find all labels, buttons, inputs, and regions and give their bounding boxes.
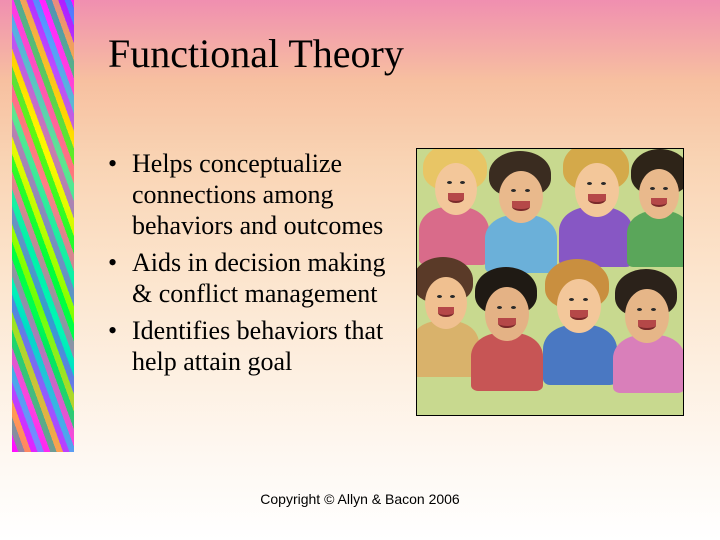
person-body (419, 207, 489, 265)
person-face (499, 171, 543, 223)
bullet-text: Identifies behaviors that help attain go… (132, 316, 383, 376)
people-illustration (416, 148, 684, 416)
person-face (639, 169, 679, 219)
slide-body: Helps conceptualize connections among be… (108, 148, 698, 416)
person-face (485, 287, 529, 341)
copyright-text: Copyright © Allyn & Bacon 2006 (260, 491, 459, 507)
decorative-left-strip (12, 0, 74, 452)
person-face (435, 163, 477, 215)
person-body (485, 215, 557, 273)
person-face (575, 163, 619, 217)
copyright-footer: Copyright © Allyn & Bacon 2006 (0, 491, 720, 507)
slide-title: Functional Theory (108, 30, 404, 77)
person-body (416, 321, 479, 377)
person-body (627, 211, 684, 267)
person-body (613, 335, 684, 393)
slide-title-text: Functional Theory (108, 31, 404, 76)
bullet-item: Identifies behaviors that help attain go… (132, 315, 398, 377)
bullet-text: Helps conceptualize connections among be… (132, 149, 383, 240)
bullet-list: Helps conceptualize connections among be… (108, 148, 398, 416)
person-body (471, 333, 543, 391)
bullet-item: Aids in decision making & conflict manag… (132, 247, 398, 309)
bullet-text: Aids in decision making & conflict manag… (132, 248, 385, 308)
person-face (625, 289, 669, 343)
person-face (425, 277, 467, 329)
bullet-item: Helps conceptualize connections among be… (132, 148, 398, 241)
person-face (557, 279, 601, 333)
person-body (543, 325, 617, 385)
